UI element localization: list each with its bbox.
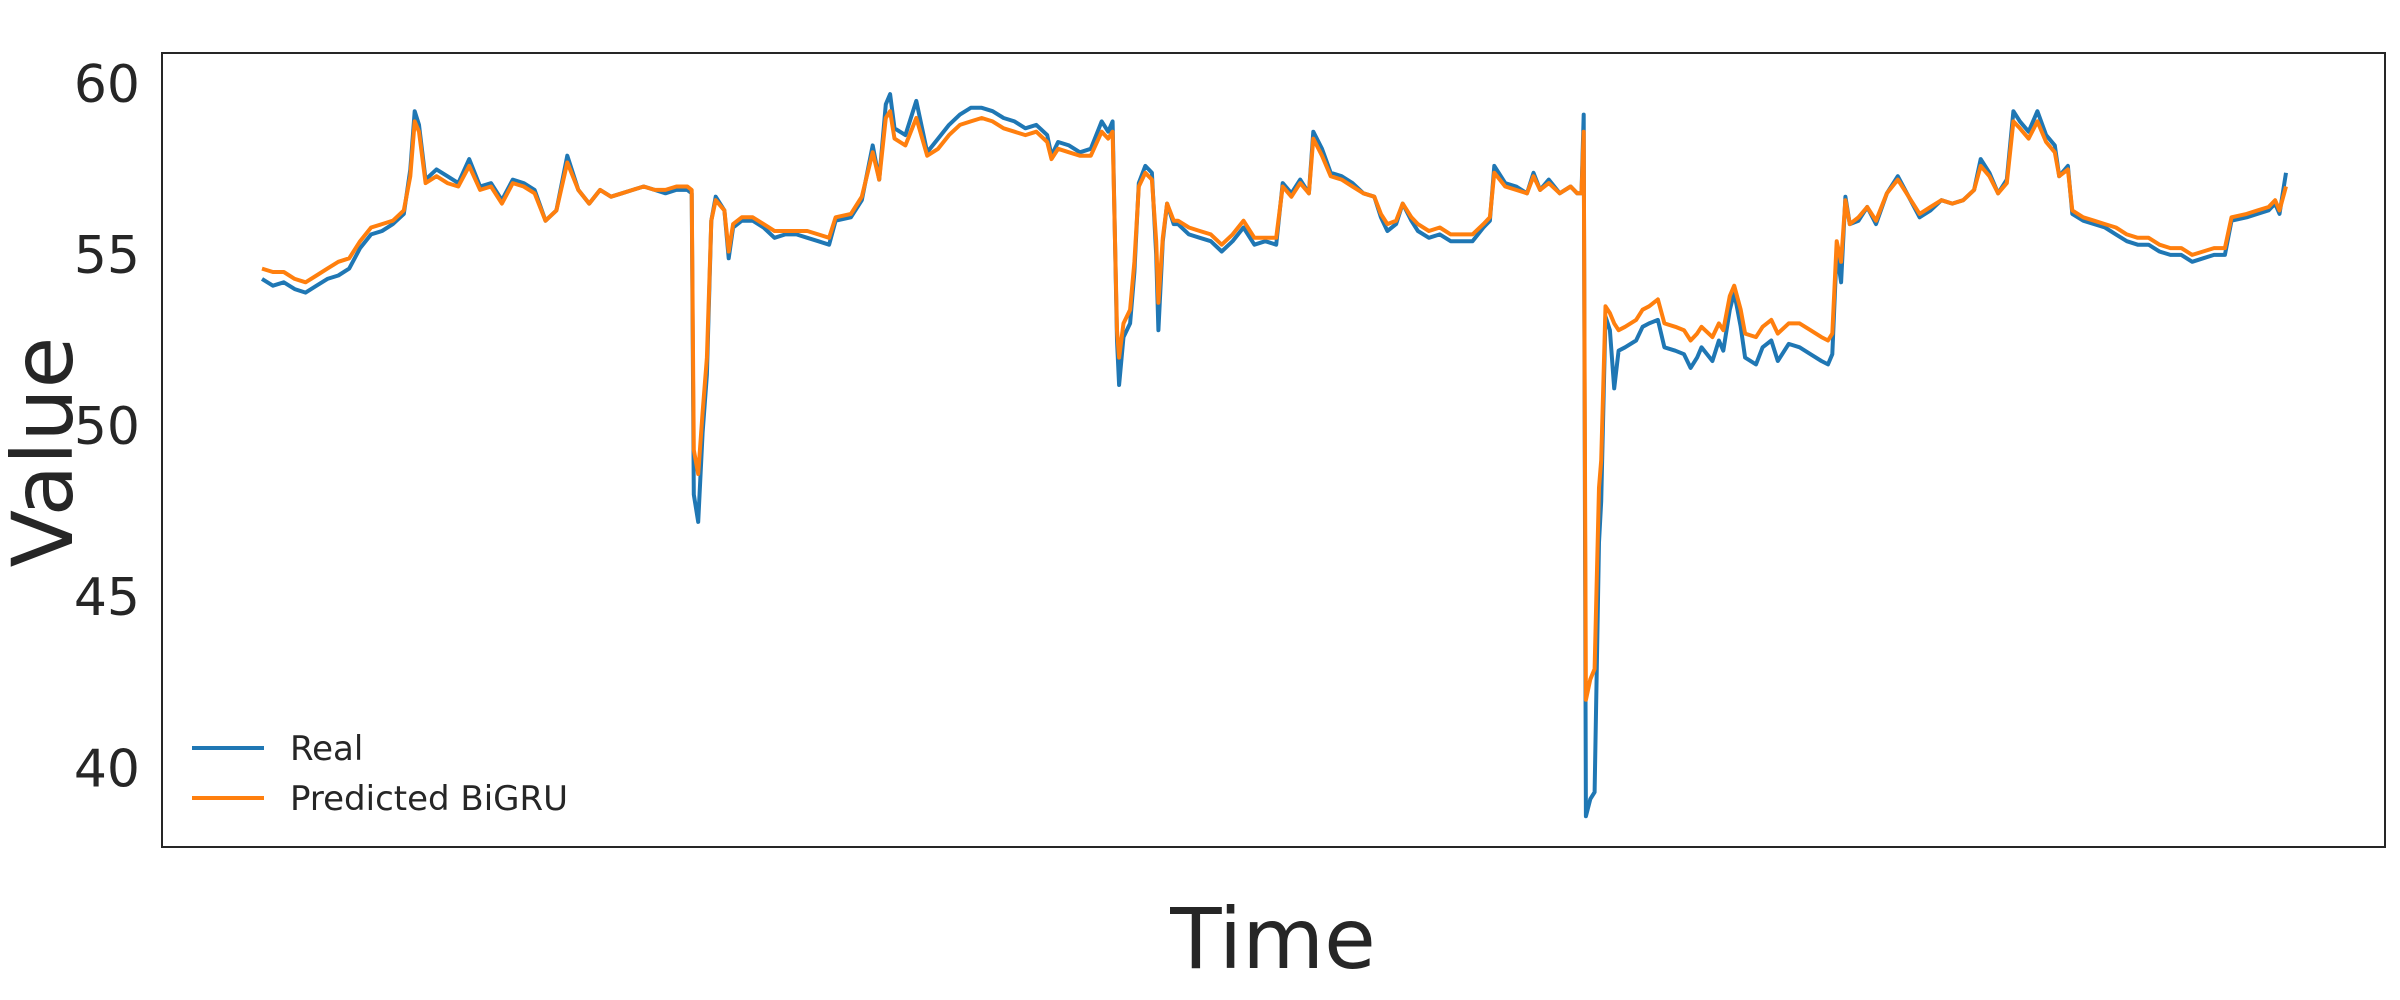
series-layer bbox=[260, 92, 2288, 819]
y-tick-label: 55 bbox=[74, 226, 140, 286]
legend-label-predicted: Predicted BiGRU bbox=[290, 779, 568, 819]
plot-area-frame bbox=[161, 52, 2386, 848]
legend: Real Predicted BiGRU bbox=[192, 729, 568, 819]
x-axis-title: Time bbox=[1169, 890, 1376, 988]
y-tick-label: 60 bbox=[74, 55, 140, 115]
y-tick-label: 40 bbox=[74, 739, 140, 799]
y-axis-ticks: 40 45 50 55 60 bbox=[74, 55, 140, 799]
series-line-predicted bbox=[261, 109, 2288, 702]
y-tick-label: 45 bbox=[74, 568, 140, 628]
y-tick-label: 50 bbox=[74, 397, 140, 457]
legend-label-real: Real bbox=[290, 729, 363, 769]
y-axis-title: Value bbox=[0, 337, 92, 568]
